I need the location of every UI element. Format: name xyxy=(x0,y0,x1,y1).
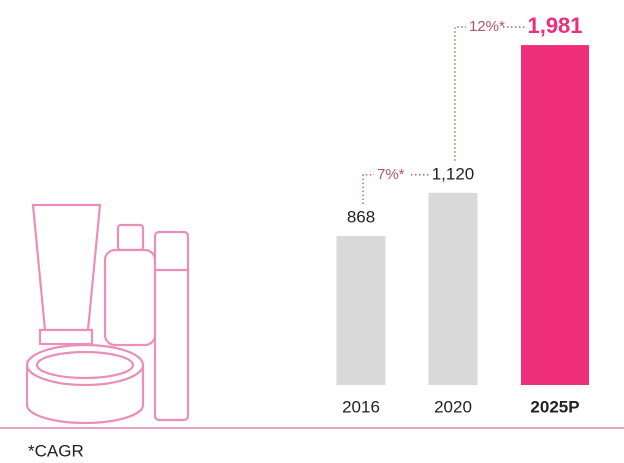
footnote: *CAGR xyxy=(28,441,84,460)
bar xyxy=(336,236,386,385)
value-label: 1,120 xyxy=(432,164,475,183)
cagr-connector xyxy=(362,174,429,205)
value-label: 868 xyxy=(347,208,375,227)
bar xyxy=(521,45,589,386)
bar xyxy=(428,192,478,385)
x-tick-label: 2016 xyxy=(342,397,380,416)
value-label: 1,981 xyxy=(527,13,582,38)
cagr-label: 7%* xyxy=(377,166,405,183)
cosmetics-icon xyxy=(25,203,190,425)
x-tick-label: 2020 xyxy=(434,397,472,416)
cagr-label: 12%* xyxy=(469,18,505,35)
cagr-connector xyxy=(454,26,525,161)
x-tick-label: 2025P xyxy=(530,397,579,416)
